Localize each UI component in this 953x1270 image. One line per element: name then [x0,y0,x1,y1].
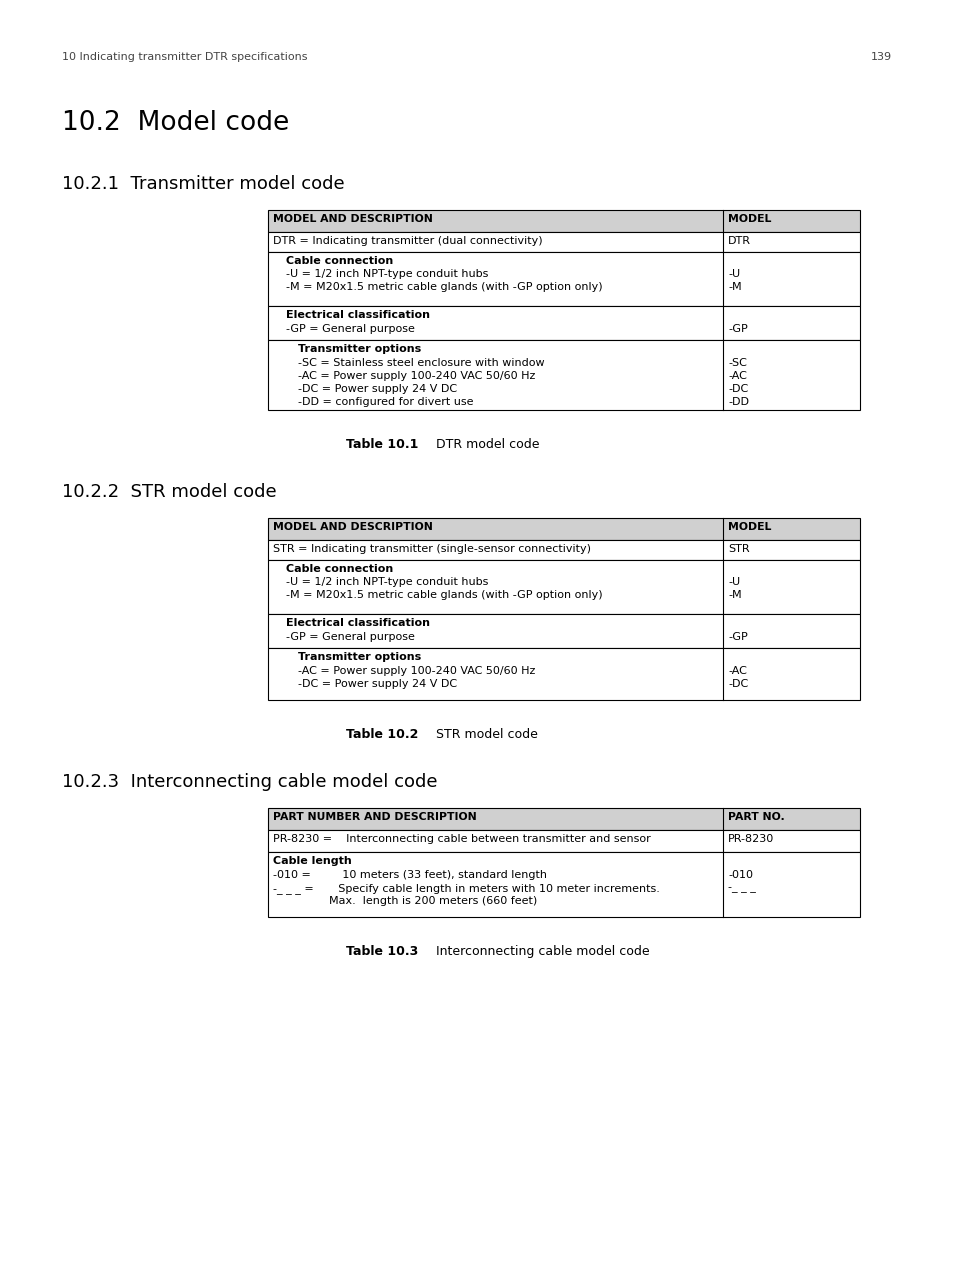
Text: Interconnecting cable model code: Interconnecting cable model code [419,945,649,958]
Text: -GP = General purpose: -GP = General purpose [286,632,415,643]
Text: -M: -M [727,591,740,599]
Text: MODEL: MODEL [727,522,771,532]
Bar [268,210,859,232]
Text: DTR: DTR [727,236,750,246]
Text: -_ _ _: -_ _ _ [727,883,755,893]
Text: Table 10.1: Table 10.1 [346,438,418,451]
Text: PR-8230 =    Interconnecting cable between transmitter and sensor: PR-8230 = Interconnecting cable between … [273,834,650,845]
Bar [268,648,859,700]
Text: -010 =         10 meters (33 feet), standard length: -010 = 10 meters (33 feet), standard len… [273,870,546,880]
Text: Cable length: Cable length [273,856,352,866]
Text: 10 Indicating transmitter DTR specifications: 10 Indicating transmitter DTR specificat… [62,52,307,62]
Text: -GP = General purpose: -GP = General purpose [286,324,415,334]
Text: Table 10.2: Table 10.2 [346,728,418,740]
Text: -GP: -GP [727,632,747,643]
Text: Electrical classification: Electrical classification [286,618,430,627]
Text: PART NUMBER AND DESCRIPTION: PART NUMBER AND DESCRIPTION [273,812,476,822]
Bar [268,518,859,540]
Bar [268,613,859,648]
Text: -AC: -AC [727,665,746,676]
Text: Electrical classification: Electrical classification [286,310,430,320]
Text: Transmitter options: Transmitter options [297,344,421,354]
Text: 10.2  Model code: 10.2 Model code [62,110,289,136]
Text: DTR = Indicating transmitter (dual connectivity): DTR = Indicating transmitter (dual conne… [273,236,542,246]
Text: Cable connection: Cable connection [286,564,393,574]
Text: -DD: -DD [727,398,748,406]
Bar [268,831,859,852]
Text: -M = M20x1.5 metric cable glands (with -GP option only): -M = M20x1.5 metric cable glands (with -… [286,282,602,292]
Text: -SC = Stainless steel enclosure with window: -SC = Stainless steel enclosure with win… [297,358,544,368]
Text: 10.2.1  Transmitter model code: 10.2.1 Transmitter model code [62,175,344,193]
Bar [268,560,859,613]
Text: -AC = Power supply 100-240 VAC 50/60 Hz: -AC = Power supply 100-240 VAC 50/60 Hz [297,665,535,676]
Bar [268,306,859,340]
Text: Table 10.3: Table 10.3 [346,945,417,958]
Text: STR: STR [727,544,749,554]
Text: STR = Indicating transmitter (single-sensor connectivity): STR = Indicating transmitter (single-sen… [273,544,590,554]
Text: PR-8230: PR-8230 [727,834,774,845]
Text: Max.  length is 200 meters (660 feet): Max. length is 200 meters (660 feet) [273,897,537,906]
Text: -U: -U [727,577,740,587]
Bar [268,340,859,410]
Text: -GP: -GP [727,324,747,334]
Text: -U = 1/2 inch NPT-type conduit hubs: -U = 1/2 inch NPT-type conduit hubs [286,577,488,587]
Text: -AC: -AC [727,371,746,381]
Text: 10.2.3  Interconnecting cable model code: 10.2.3 Interconnecting cable model code [62,773,437,791]
Text: MODEL AND DESCRIPTION: MODEL AND DESCRIPTION [273,215,433,224]
Bar [268,540,859,560]
Text: -_ _ _ =       Specify cable length in meters with 10 meter increments.: -_ _ _ = Specify cable length in meters … [273,883,659,894]
Text: -U: -U [727,269,740,279]
Bar [268,808,859,831]
Text: -010: -010 [727,870,752,880]
Text: -U = 1/2 inch NPT-type conduit hubs: -U = 1/2 inch NPT-type conduit hubs [286,269,488,279]
Text: DTR model code: DTR model code [419,438,539,451]
Text: 139: 139 [870,52,891,62]
Text: MODEL AND DESCRIPTION: MODEL AND DESCRIPTION [273,522,433,532]
Bar [268,852,859,917]
Text: -SC: -SC [727,358,746,368]
Text: -DC = Power supply 24 V DC: -DC = Power supply 24 V DC [297,384,456,394]
Text: -DC = Power supply 24 V DC: -DC = Power supply 24 V DC [297,679,456,690]
Text: MODEL: MODEL [727,215,771,224]
Text: -DC: -DC [727,679,747,690]
Text: -AC = Power supply 100-240 VAC 50/60 Hz: -AC = Power supply 100-240 VAC 50/60 Hz [297,371,535,381]
Bar [268,251,859,306]
Text: -DD = configured for divert use: -DD = configured for divert use [297,398,473,406]
Text: 10.2.2  STR model code: 10.2.2 STR model code [62,483,276,500]
Bar [268,232,859,251]
Text: -M: -M [727,282,740,292]
Text: -DC: -DC [727,384,747,394]
Text: Transmitter options: Transmitter options [297,652,421,662]
Text: PART NO.: PART NO. [727,812,784,822]
Text: STR model code: STR model code [419,728,537,740]
Text: -M = M20x1.5 metric cable glands (with -GP option only): -M = M20x1.5 metric cable glands (with -… [286,591,602,599]
Text: Cable connection: Cable connection [286,257,393,265]
